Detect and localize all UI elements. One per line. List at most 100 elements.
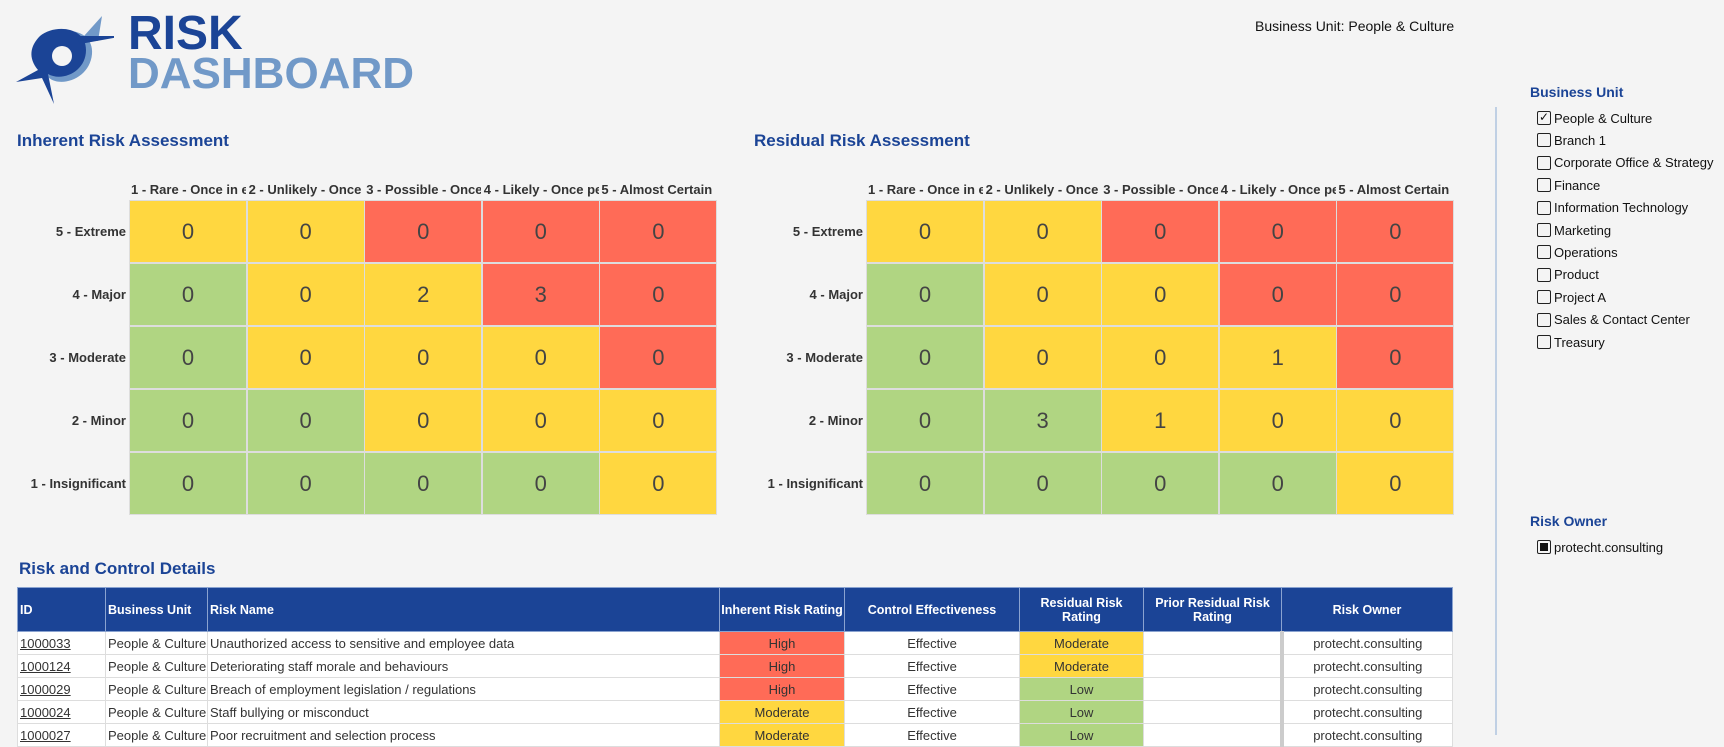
checkbox-icon[interactable] xyxy=(1537,200,1551,215)
checkbox-partial-icon[interactable] xyxy=(1537,540,1551,554)
risk-id-link[interactable]: 1000029 xyxy=(20,681,71,697)
heatmap-cell[interactable]: 0 xyxy=(983,452,1102,515)
heatmap-cell[interactable]: 3 xyxy=(481,263,600,326)
heatmap-cell[interactable]: 0 xyxy=(246,263,365,326)
checkbox-icon[interactable] xyxy=(1537,133,1551,148)
column-header[interactable]: Prior Residual Risk Rating xyxy=(1143,587,1282,632)
heatmap-cell[interactable]: 0 xyxy=(1218,452,1337,515)
heatmap-cell[interactable]: 0 xyxy=(246,200,365,263)
heatmap-cell[interactable]: 0 xyxy=(364,452,483,515)
prior-residual-cell xyxy=(1143,654,1282,678)
heatmap-cell[interactable]: 0 xyxy=(129,200,247,263)
heatmap-cell[interactable]: 0 xyxy=(599,452,718,515)
heatmap-cell[interactable]: 0 xyxy=(1218,263,1337,326)
risk-id-link[interactable]: 1000027 xyxy=(20,727,71,743)
heatmap-cell[interactable]: 0 xyxy=(364,200,483,263)
bu-filter-option[interactable]: Project A xyxy=(1537,287,1606,307)
business-unit-filter-label: Business Unit: People & Culture xyxy=(1255,18,1455,34)
inherent-title: Inherent Risk Assessment xyxy=(17,131,229,150)
heatmap-cell[interactable]: 0 xyxy=(599,200,718,263)
residual-rating-cell: Low xyxy=(1019,723,1144,747)
heatmap-cell[interactable]: 0 xyxy=(866,389,984,452)
checkbox-icon[interactable] xyxy=(1537,178,1551,193)
checkbox-icon[interactable] xyxy=(1537,245,1551,260)
heatmap-cell[interactable]: 0 xyxy=(246,452,365,515)
bu-filter-option[interactable]: Treasury xyxy=(1537,332,1605,352)
checkbox-icon[interactable] xyxy=(1537,155,1551,170)
heatmap-cell[interactable]: 0 xyxy=(866,326,984,389)
bu-filter-option[interactable]: Marketing xyxy=(1537,220,1611,240)
heatmap-row-label: 1 - Insignificant xyxy=(767,476,863,491)
prior-residual-cell xyxy=(1143,723,1282,747)
bu-filter-option-label: Project A xyxy=(1554,289,1607,305)
heatmap-cell[interactable]: 0 xyxy=(1336,389,1455,452)
heatmap-cell[interactable]: 0 xyxy=(129,452,247,515)
heatmap-cell[interactable]: 0 xyxy=(983,326,1102,389)
checkbox-icon[interactable] xyxy=(1537,223,1551,237)
owner-filter-option[interactable]: protecht.consulting xyxy=(1537,537,1663,557)
heatmap-cell[interactable]: 0 xyxy=(1336,452,1455,515)
bu-filter-option[interactable]: Information Technology xyxy=(1537,198,1688,218)
bu-filter-option[interactable]: Operations xyxy=(1537,242,1618,262)
column-header[interactable]: Risk Name xyxy=(207,587,720,632)
heatmap-cell[interactable]: 0 xyxy=(364,389,483,452)
bu-filter-title: Business Unit xyxy=(1530,84,1624,100)
checkbox-icon[interactable] xyxy=(1537,290,1551,305)
column-header[interactable]: Residual Risk Rating xyxy=(1019,587,1144,632)
heatmap-cell[interactable]: 0 xyxy=(481,326,600,389)
bu-filter-option[interactable]: Corporate Office & Strategy xyxy=(1537,153,1713,173)
heatmap-cell[interactable]: 0 xyxy=(481,452,600,515)
column-header[interactable]: Control Effectiveness xyxy=(844,587,1020,632)
heatmap-cell[interactable]: 0 xyxy=(1336,326,1455,389)
heatmap-cell[interactable]: 0 xyxy=(1336,200,1455,263)
checkbox-icon[interactable] xyxy=(1537,335,1551,349)
bu-filter-option[interactable]: ✓ People & Culture xyxy=(1537,108,1652,128)
bu-filter-option-label: Corporate Office & Strategy xyxy=(1554,155,1714,171)
heatmap-cell[interactable]: 2 xyxy=(364,263,483,326)
heatmap-cell[interactable]: 0 xyxy=(1101,326,1220,389)
heatmap-cell[interactable]: 0 xyxy=(481,389,600,452)
heatmap-cell[interactable]: 0 xyxy=(129,389,247,452)
heatmap-cell[interactable]: 0 xyxy=(1101,200,1220,263)
heatmap-cell[interactable]: 0 xyxy=(129,263,247,326)
heatmap-cell[interactable]: 3 xyxy=(983,389,1102,452)
heatmap-cell[interactable]: 0 xyxy=(599,263,718,326)
bu-filter-option[interactable]: Finance xyxy=(1537,175,1600,195)
heatmap-cell[interactable]: 0 xyxy=(866,452,984,515)
bu-filter-option-label: Sales & Contact Center xyxy=(1554,312,1690,328)
heatmap-cell[interactable]: 0 xyxy=(129,326,247,389)
bu-filter-option[interactable]: Branch 1 xyxy=(1537,130,1606,150)
heatmap-cell[interactable]: 0 xyxy=(599,326,718,389)
column-header[interactable]: Inherent Risk Rating xyxy=(719,587,845,632)
table-row: 1000029 People & Culture Breach of employm… xyxy=(17,677,1453,701)
residual-rating-cell: Low xyxy=(1019,677,1144,701)
checkbox-icon[interactable] xyxy=(1537,267,1551,282)
heatmap-cell[interactable]: 0 xyxy=(599,389,718,452)
heatmap-cell[interactable]: 1 xyxy=(1101,389,1220,452)
risk-id-link[interactable]: 1000124 xyxy=(20,658,71,674)
checkbox-checked-icon[interactable]: ✓ xyxy=(1537,110,1551,125)
heatmap-cell[interactable]: 0 xyxy=(481,200,600,263)
column-header[interactable]: Risk Owner xyxy=(1281,587,1453,632)
heatmap-cell[interactable]: 0 xyxy=(983,200,1102,263)
heatmap-cell[interactable]: 0 xyxy=(1101,452,1220,515)
heatmap-cell[interactable]: 1 xyxy=(1218,326,1337,389)
bu-filter-option[interactable]: Sales & Contact Center xyxy=(1537,310,1690,330)
column-header[interactable]: Business Unit xyxy=(105,587,208,632)
heatmap-cell[interactable]: 0 xyxy=(246,326,365,389)
checkbox-icon[interactable] xyxy=(1537,312,1551,327)
column-header[interactable]: ID xyxy=(17,587,106,632)
heatmap-cell[interactable]: 0 xyxy=(866,200,984,263)
heatmap-cell[interactable]: 0 xyxy=(866,263,984,326)
id-cell: 1000024 xyxy=(17,700,106,724)
heatmap-cell[interactable]: 0 xyxy=(1218,389,1337,452)
heatmap-cell[interactable]: 0 xyxy=(983,263,1102,326)
heatmap-cell[interactable]: 0 xyxy=(246,389,365,452)
heatmap-cell[interactable]: 0 xyxy=(1336,263,1455,326)
bu-filter-option[interactable]: Product xyxy=(1537,265,1599,285)
heatmap-cell[interactable]: 0 xyxy=(1101,263,1220,326)
risk-id-link[interactable]: 1000024 xyxy=(20,704,71,720)
heatmap-cell[interactable]: 0 xyxy=(364,326,483,389)
heatmap-cell[interactable]: 0 xyxy=(1218,200,1337,263)
risk-id-link[interactable]: 1000033 xyxy=(20,635,71,651)
